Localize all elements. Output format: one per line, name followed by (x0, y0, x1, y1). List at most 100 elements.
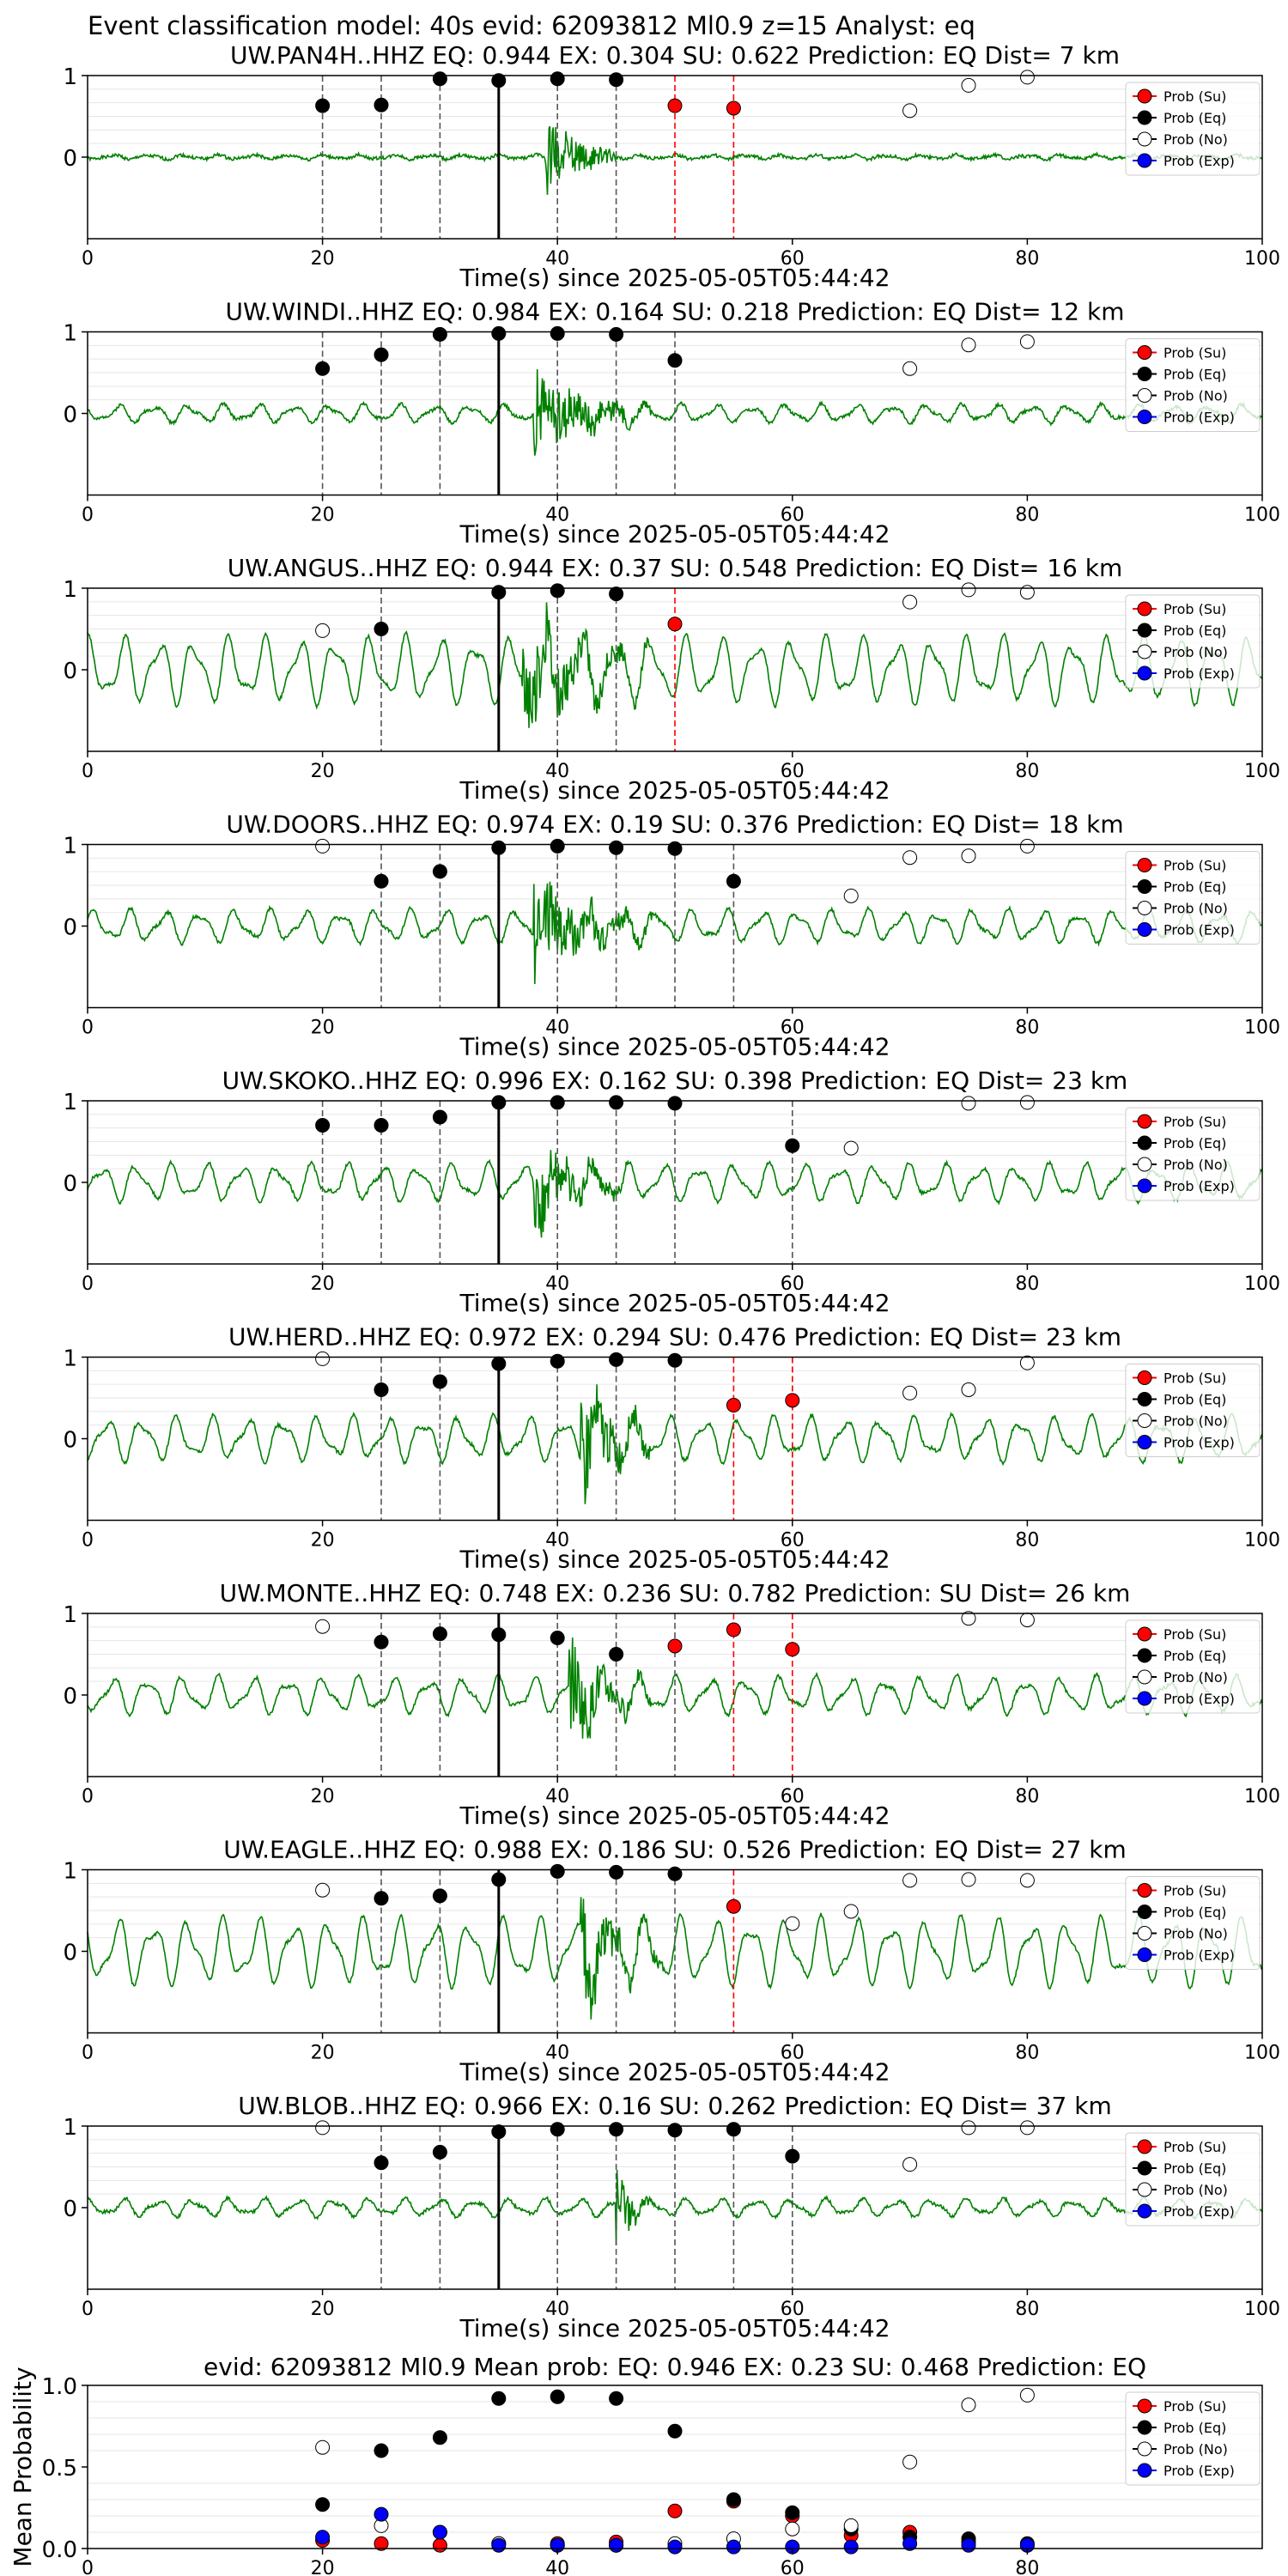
x-tick-label: 100 (1244, 1273, 1280, 1295)
legend-box (1125, 1619, 1261, 1714)
legend-box (1125, 1876, 1261, 1970)
waveform-panel: UW.EAGLE..HHZ EQ: 0.988 EX: 0.186 SU: 0.… (63, 1836, 1280, 2087)
y-tick-label: 1 (63, 1602, 77, 1628)
prob-marker-eq (667, 353, 683, 368)
x-tick-label: 0 (82, 248, 94, 270)
legend-marker-su (1137, 345, 1152, 360)
mean-prob-marker-exp (315, 2530, 331, 2545)
legend-box (1125, 2391, 1261, 2486)
x-axis-label: Time(s) since 2025-05-05T05:44:42 (459, 1033, 890, 1061)
waveform-panel: UW.HERD..HHZ EQ: 0.972 EX: 0.294 SU: 0.4… (63, 1323, 1280, 1574)
legend-marker-no (1137, 388, 1152, 403)
y-tick-label: 1.0 (42, 2374, 77, 2400)
x-tick-label: 0 (82, 1273, 94, 1295)
x-tick-label: 40 (545, 1018, 569, 1039)
prob-marker-no (843, 888, 859, 903)
prob-marker-eq (609, 72, 624, 88)
legend-label: Prob (Exp) (1163, 2203, 1235, 2220)
legend-label: Prob (No) (1163, 1157, 1228, 1173)
prob-marker-no (961, 1872, 976, 1887)
legend-label: Prob (Exp) (1163, 922, 1235, 939)
x-tick-label: 80 (1015, 1018, 1039, 1039)
prob-marker-eq (491, 1627, 507, 1643)
prob-marker-no (1019, 838, 1035, 854)
legend-label: Prob (Exp) (1163, 1691, 1235, 1707)
x-tick-label: 60 (781, 1018, 805, 1039)
x-tick-label: 60 (781, 2043, 805, 2064)
legend-label: Prob (Su) (1163, 2139, 1226, 2155)
x-tick-label: 40 (545, 2043, 569, 2064)
prob-marker-no (902, 594, 918, 610)
y-tick-label: 0 (63, 2196, 77, 2222)
prob-marker-no (315, 1351, 331, 1366)
prob-marker-no (315, 623, 331, 638)
x-tick-label: 20 (311, 761, 335, 782)
legend-label: Prob (Exp) (1163, 153, 1235, 169)
mean-prob-marker-exp (491, 2537, 507, 2553)
prob-marker-eq (491, 325, 507, 341)
prob-marker-eq (315, 361, 331, 376)
legend-label: Prob (Su) (1163, 1883, 1226, 1899)
legend-label: Prob (Su) (1163, 1114, 1226, 1130)
mean-prob-marker-exp (374, 2506, 389, 2522)
prob-marker-no (315, 1882, 331, 1898)
prob-marker-eq (315, 1118, 331, 1133)
x-tick-label: 60 (781, 505, 805, 526)
x-tick-label: 80 (1015, 505, 1039, 526)
mean-prob-marker-su (667, 2503, 683, 2518)
prob-marker-no (1019, 1873, 1035, 1888)
prob-marker-eq (609, 1352, 624, 1367)
prob-marker-eq (726, 2122, 741, 2137)
legend-label: Prob (No) (1163, 1669, 1228, 1686)
y-axis-label: Mean Probability (9, 2366, 37, 2567)
mean-prob-marker-no (902, 2454, 918, 2470)
prob-marker-su (667, 98, 683, 113)
x-axis-label: Time(s) since 2025-05-05T05:44:42 (459, 776, 890, 805)
legend-marker-su (1137, 2139, 1152, 2154)
legend-marker-no (1137, 1926, 1152, 1941)
panel-title: evid: 62093812 Ml0.9 Mean prob: EQ: 0.94… (204, 2353, 1146, 2381)
mean-prob-marker-no (315, 2439, 331, 2455)
x-tick-label: 40 (545, 1530, 569, 1552)
prob-marker-eq (432, 326, 447, 342)
legend-marker-eq (1137, 2160, 1152, 2176)
x-tick-label: 0 (82, 505, 94, 526)
x-tick-label: 100 (1244, 248, 1280, 270)
legend-marker-su (1137, 601, 1152, 617)
mean-prob-marker-no (1019, 2387, 1035, 2403)
prob-marker-eq (374, 1634, 389, 1649)
legend-label: Prob (Su) (1163, 2398, 1226, 2415)
x-tick-label: 0 (82, 1530, 94, 1552)
legend-marker-exp (1137, 2203, 1152, 2219)
legend-label: Prob (Exp) (1163, 410, 1235, 426)
x-tick-label: 40 (545, 505, 569, 526)
prob-marker-eq (432, 1109, 447, 1125)
legend-label: Prob (Eq) (1163, 2160, 1226, 2177)
x-tick-label: 80 (1015, 2558, 1039, 2576)
x-tick-label: 80 (1015, 248, 1039, 270)
x-tick-label: 40 (545, 2558, 569, 2576)
waveform-panel: UW.DOORS..HHZ EQ: 0.974 EX: 0.19 SU: 0.3… (63, 811, 1280, 1061)
x-tick-label: 100 (1244, 2043, 1280, 2064)
x-tick-label: 100 (1244, 761, 1280, 782)
prob-marker-eq (609, 840, 624, 855)
prob-marker-eq (374, 97, 389, 112)
legend-marker-su (1137, 1883, 1152, 1898)
prob-marker-su (726, 1398, 741, 1413)
x-tick-label: 40 (545, 1273, 569, 1295)
prob-marker-eq (667, 1866, 683, 1881)
x-tick-label: 60 (781, 761, 805, 782)
mean-prob-marker-exp (609, 2537, 624, 2553)
legend-marker-exp (1137, 2463, 1152, 2478)
mean-prob-marker-exp (432, 2524, 447, 2540)
prob-marker-no (315, 1619, 331, 1634)
legend-box (1125, 594, 1261, 689)
y-tick-label: 0 (63, 915, 77, 941)
y-tick-label: 0 (63, 1171, 77, 1197)
legend-marker-exp (1137, 1178, 1152, 1194)
mean-prob-marker-eq (315, 2497, 331, 2512)
prob-marker-eq (550, 2122, 565, 2137)
mean-prob-marker-eq (374, 2443, 389, 2458)
legend-marker-exp (1137, 1691, 1152, 1706)
